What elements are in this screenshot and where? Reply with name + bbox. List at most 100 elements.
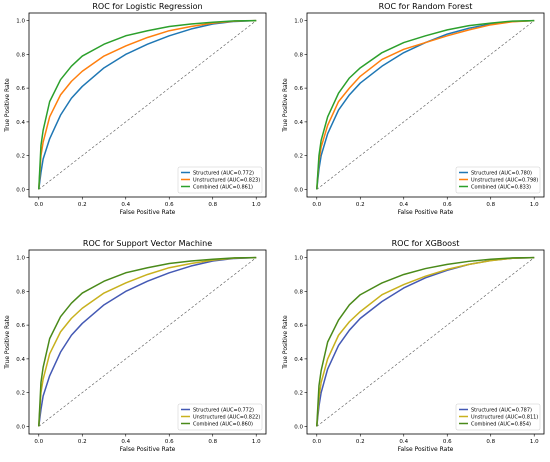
roc-panel-1: ROC for Random Forest 0.0 0.2 0.4 0.6 0.8 1.0 0… — [282, 2, 545, 216]
y-tick-label: 0.4 — [294, 120, 303, 126]
legend-label: Unstructured (AUC=0.811) — [471, 414, 538, 420]
x-axis-label: False Positive Rate — [120, 446, 176, 453]
legend-box — [455, 403, 541, 431]
x-axis-label: False Positive Rate — [398, 446, 454, 453]
roc-curve-2 — [38, 19, 257, 190]
x-axis-label: False Positive Rate — [398, 209, 454, 216]
x-tick-label: 0.2 — [78, 439, 87, 445]
x-tick-label: 1.0 — [252, 202, 261, 208]
legend-label: Structured (AUC=0.780) — [471, 170, 532, 176]
y-tick-label: 0.8 — [16, 52, 25, 58]
x-tick-label: 0.0 — [34, 202, 43, 208]
y-tick-label: 0.4 — [294, 357, 303, 363]
x-axis-label: False Positive Rate — [120, 209, 176, 216]
y-axis-label: True Positive Rate — [4, 78, 11, 133]
legend-label: Combined (AUC=0.861) — [193, 184, 253, 190]
legend: Structured (AUC=0.780)Unstructured (AUC=… — [455, 166, 541, 194]
legend-label: Structured (AUC=0.787) — [471, 407, 532, 413]
x-tick-label: 0.6 — [165, 202, 174, 208]
roc-curve-0 — [38, 256, 257, 427]
y-tick-label: 0.0 — [16, 424, 25, 430]
legend-label: Combined (AUC=0.860) — [193, 421, 253, 427]
x-tick-label: 1.0 — [530, 202, 539, 208]
panel-title: ROC for Random Forest — [379, 2, 473, 11]
roc-curve-2 — [38, 256, 257, 427]
plot-frame — [28, 12, 267, 198]
chance-diagonal — [38, 257, 257, 427]
legend-label: Structured (AUC=0.772) — [193, 170, 254, 176]
y-axis-label: True Positive Rate — [282, 315, 289, 370]
roc-panel-3: ROC for XGBoost 0.0 0.2 0.4 0.6 0.8 1.0 0.0 0.2 0… — [282, 239, 545, 453]
x-tick-label: 0.0 — [312, 439, 321, 445]
legend-label: Combined (AUC=0.833) — [471, 184, 531, 190]
legend-box — [455, 166, 541, 194]
chance-diagonal — [38, 20, 257, 190]
x-tick-label: 0.6 — [165, 439, 174, 445]
x-tick-label: 0.8 — [208, 439, 217, 445]
legend: Structured (AUC=0.787)Unstructured (AUC=… — [455, 403, 541, 431]
x-tick-label: 0.4 — [399, 202, 408, 208]
x-tick-label: 0.6 — [443, 202, 452, 208]
legend: Structured (AUC=0.772)Unstructured (AUC=… — [177, 166, 263, 194]
y-tick-label: 0.2 — [16, 391, 25, 397]
x-tick-label: 0.4 — [121, 439, 130, 445]
y-tick-label: 1.0 — [294, 19, 303, 25]
roc-curve-0 — [38, 19, 257, 190]
y-axis-label: True Positive Rate — [282, 78, 289, 133]
legend-label: Combined (AUC=0.854) — [471, 421, 531, 427]
x-tick-label: 0.8 — [208, 202, 217, 208]
y-tick-label: 0.4 — [16, 120, 25, 126]
roc-curve-1 — [38, 19, 257, 190]
y-tick-label: 0.8 — [294, 289, 303, 295]
y-tick-label: 0.8 — [16, 289, 25, 295]
panel-title: ROC for Logistic Regression — [92, 2, 202, 11]
y-tick-label: 0.2 — [294, 391, 303, 397]
legend-label: Unstructured (AUC=0.798) — [471, 177, 538, 183]
chance-diagonal — [316, 20, 535, 190]
plot-frame — [28, 249, 267, 435]
y-tick-label: 0.6 — [16, 323, 25, 329]
y-tick-label: 0.2 — [294, 154, 303, 160]
roc-curve-2 — [316, 19, 535, 190]
legend-label: Unstructured (AUC=0.823) — [193, 177, 260, 183]
roc-curve-0 — [316, 19, 535, 190]
chance-diagonal — [316, 257, 535, 427]
roc-panel-0: ROC for Logistic Regression 0.0 0.2 0.4 0.6 0… — [4, 2, 267, 216]
y-tick-label: 0.0 — [16, 187, 25, 193]
y-tick-label: 1.0 — [16, 256, 25, 262]
y-tick-label: 0.6 — [294, 86, 303, 92]
roc-curve-1 — [38, 256, 257, 427]
y-tick-label: 0.2 — [16, 154, 25, 160]
x-tick-label: 0.8 — [486, 202, 495, 208]
y-tick-label: 0.0 — [294, 424, 303, 430]
panel-title: ROC for XGBoost — [392, 239, 460, 248]
x-tick-label: 0.8 — [486, 439, 495, 445]
legend: Structured (AUC=0.772)Unstructured (AUC=… — [177, 403, 263, 431]
roc-curve-1 — [316, 256, 535, 427]
y-tick-label: 0.0 — [294, 187, 303, 193]
roc-curve-2 — [316, 256, 535, 427]
y-tick-label: 1.0 — [16, 19, 25, 25]
x-tick-label: 0.4 — [121, 202, 130, 208]
x-tick-label: 0.2 — [78, 202, 87, 208]
panel-title: ROC for Support Vector Machine — [83, 239, 212, 248]
y-tick-label: 0.6 — [16, 86, 25, 92]
legend-box — [177, 403, 263, 431]
x-tick-label: 0.2 — [356, 202, 365, 208]
x-tick-label: 0.2 — [356, 439, 365, 445]
y-tick-label: 0.8 — [294, 52, 303, 58]
plot-frame — [306, 249, 545, 435]
y-tick-label: 1.0 — [294, 256, 303, 262]
x-tick-label: 1.0 — [530, 439, 539, 445]
plot-frame — [306, 12, 545, 198]
y-tick-label: 0.4 — [16, 357, 25, 363]
y-tick-label: 0.6 — [294, 323, 303, 329]
x-tick-label: 0.4 — [399, 439, 408, 445]
y-axis-label: True Positive Rate — [4, 315, 11, 370]
x-tick-label: 1.0 — [252, 439, 261, 445]
x-tick-label: 0.0 — [34, 439, 43, 445]
roc-panel-2: ROC for Support Vector Machine 0.0 0.2 0.4 0… — [4, 239, 267, 453]
roc-curve-1 — [316, 19, 535, 190]
x-tick-label: 0.6 — [443, 439, 452, 445]
